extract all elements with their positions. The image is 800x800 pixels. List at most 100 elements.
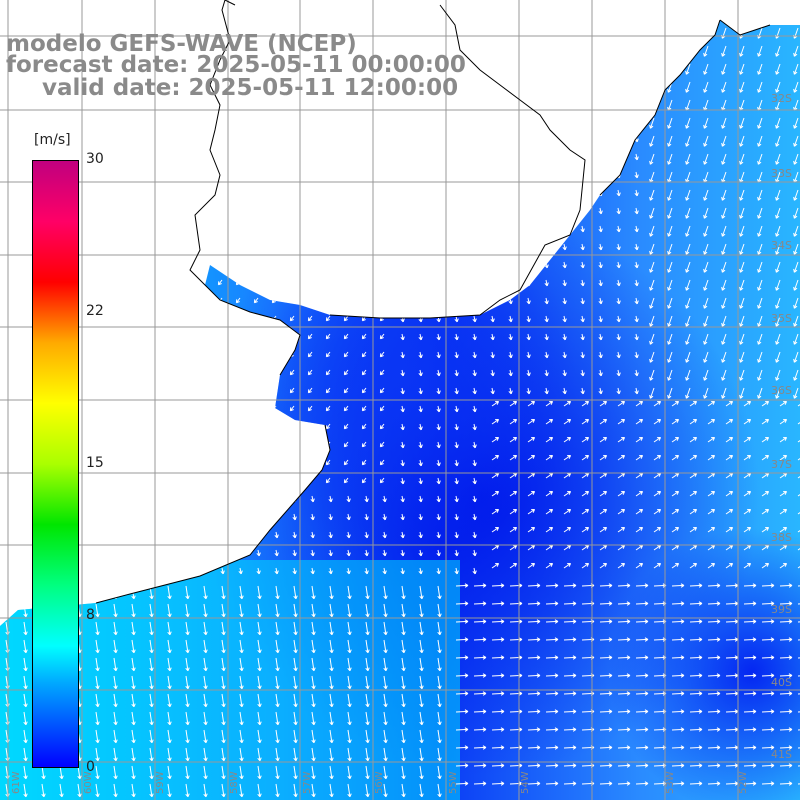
wind-arrow (526, 297, 531, 305)
wind-arrow (472, 315, 477, 323)
wind-arrow (1, 99, 7, 106)
wind-arrow (238, 549, 243, 557)
wind-arrow (491, 781, 505, 786)
wind-arrow (634, 243, 639, 251)
wind-arrow (562, 369, 567, 377)
wind-arrow (131, 693, 136, 708)
wind-arrow (685, 45, 691, 57)
wind-arrow (146, 10, 150, 15)
wind-arrow (616, 27, 621, 35)
wind-arrow (343, 387, 349, 394)
wind-arrow (167, 747, 172, 762)
wind-arrow (703, 81, 709, 93)
wind-arrow (379, 387, 385, 394)
wind-arrow (109, 297, 115, 304)
wind-arrow (545, 673, 559, 678)
wind-arrow (181, 441, 187, 448)
wind-arrow (364, 549, 369, 557)
wind-arrow (544, 81, 549, 89)
wind-arrow (707, 490, 716, 497)
wind-arrow (635, 472, 644, 479)
wind-arrow (793, 387, 799, 399)
wind-arrow (400, 351, 405, 359)
wind-arrow (361, 117, 367, 124)
wind-arrow (271, 405, 277, 412)
wind-arrow (563, 544, 572, 551)
wind-arrow (436, 477, 441, 485)
wind-arrow (667, 261, 673, 273)
wind-arrow (163, 459, 169, 466)
wind-arrow (289, 333, 295, 340)
wind-arrow (167, 729, 172, 744)
wind-arrow (22, 513, 27, 521)
wind-arrow (667, 387, 673, 399)
wind-arrow (109, 225, 115, 232)
wind-arrow (563, 709, 577, 714)
wind-arrow (361, 423, 367, 430)
wind-arrow (436, 297, 441, 305)
wind-arrow (793, 20, 799, 21)
wind-arrow (145, 333, 151, 340)
wind-arrow (217, 261, 223, 268)
lon-label: 52W (738, 771, 749, 794)
wind-arrow (616, 117, 621, 125)
wind-arrow (418, 261, 423, 269)
wind-arrow (275, 585, 280, 600)
wind-arrow (109, 459, 115, 466)
wind-arrow (689, 601, 703, 606)
wind-arrow (779, 400, 788, 407)
wind-arrow (599, 400, 608, 407)
wind-arrow (418, 549, 423, 557)
wind-arrow (490, 45, 495, 53)
wind-arrow (437, 747, 442, 762)
wind-arrow (508, 369, 513, 377)
wind-arrow (707, 562, 716, 569)
wind-arrow (473, 583, 487, 588)
wind-arrow (617, 10, 621, 16)
wind-arrow (343, 297, 349, 304)
wind-arrow (703, 369, 709, 381)
wind-arrow (739, 189, 745, 201)
wind-arrow (685, 225, 691, 237)
wind-arrow (617, 619, 631, 624)
wind-arrow (689, 673, 703, 678)
wind-arrow (109, 243, 115, 250)
wind-arrow (739, 261, 745, 273)
wind-arrow (91, 171, 97, 178)
wind-arrow (490, 99, 495, 107)
wind-arrow (181, 423, 187, 430)
wind-arrow (757, 387, 763, 399)
wind-arrow (163, 423, 169, 430)
wind-arrow (217, 441, 223, 448)
wind-arrow (703, 207, 709, 219)
wind-arrow (1, 135, 7, 142)
wind-arrow (562, 279, 567, 287)
wind-arrow (239, 747, 244, 762)
wind-arrow (437, 585, 442, 600)
wind-arrow (401, 747, 406, 762)
wind-arrow (454, 225, 459, 233)
wind-arrow (544, 207, 549, 215)
wind-arrow (400, 369, 405, 377)
wind-arrow (109, 135, 115, 142)
wind-arrow (274, 513, 279, 521)
wind-arrow (490, 297, 495, 305)
wind-arrow (649, 81, 655, 93)
wind-arrow (217, 153, 223, 160)
wind-arrow (343, 369, 349, 376)
wind-arrow (739, 153, 745, 165)
wind-arrow (508, 117, 513, 125)
wind-arrow (113, 585, 118, 600)
wind-arrow (544, 225, 549, 233)
wind-arrow (271, 243, 277, 250)
wind-arrow (526, 135, 531, 143)
wind-arrow (361, 45, 367, 52)
wind-arrow (707, 673, 721, 678)
wind-arrow (325, 171, 331, 178)
wind-arrow (509, 526, 518, 533)
wind-arrow (149, 747, 154, 762)
wind-arrow (721, 153, 727, 165)
wind-arrow (325, 477, 331, 484)
wind-arrow (307, 279, 313, 286)
wind-arrow (721, 333, 727, 345)
